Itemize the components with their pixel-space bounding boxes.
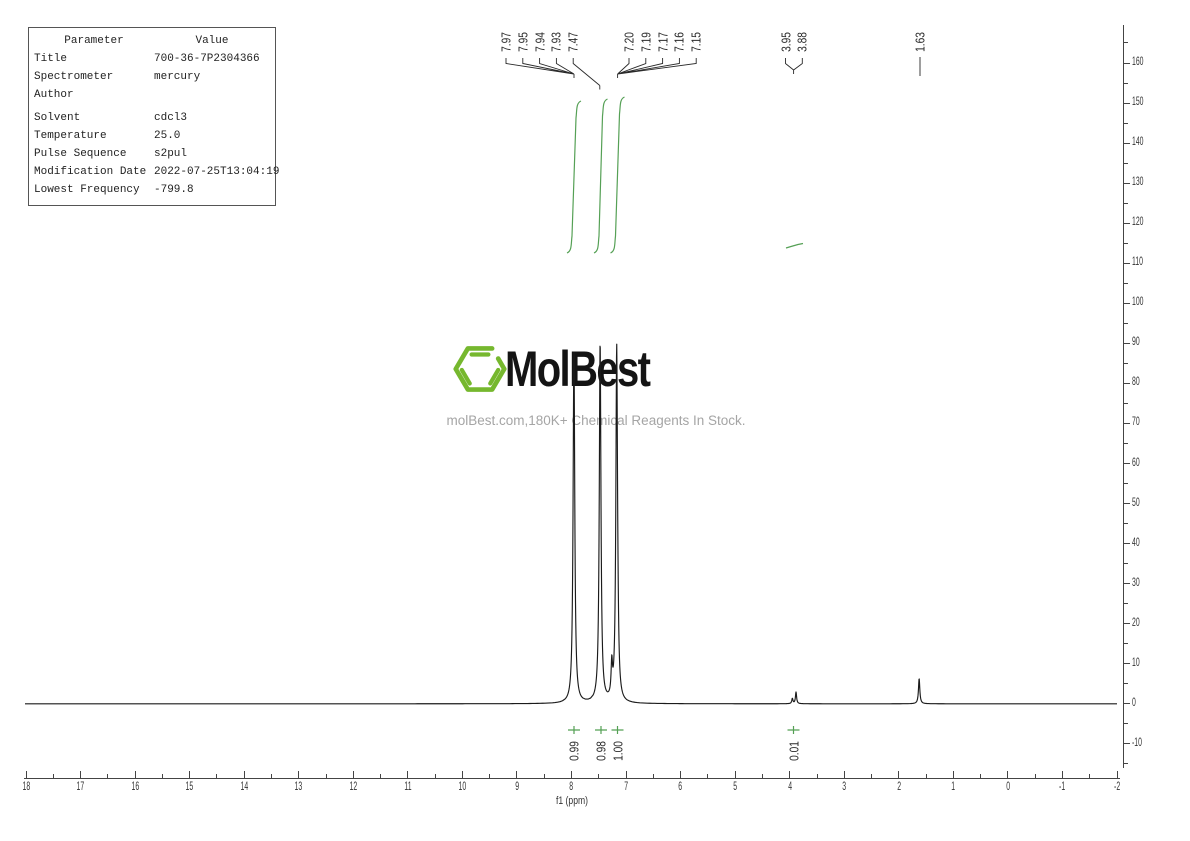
parameter-value: s2pul xyxy=(154,148,188,160)
table-row: Lowest Frequency -799.8 xyxy=(34,181,270,199)
parameter-value: mercury xyxy=(154,71,201,83)
molbest-logo-text: MolBest xyxy=(505,341,651,397)
table-row: Modification Date 2022-07-25T13:04:19 xyxy=(34,163,279,181)
parameter-value: -799.8 xyxy=(154,184,194,196)
integral-curves xyxy=(566,96,804,254)
table-row: Author xyxy=(34,86,270,104)
parameter-value: cdcl3 xyxy=(154,112,188,124)
integral-range-markers xyxy=(568,726,800,734)
parameter-table: Parameter Value Title 700-36-7P2304366 Spe… xyxy=(28,27,279,206)
table-row: Temperature 25.0 xyxy=(34,127,270,145)
table-row: Spectrometer mercury xyxy=(34,68,270,86)
parameter-value: 25.0 xyxy=(154,130,181,142)
parameter-value: 700-36-7P2304366 xyxy=(154,53,260,65)
parameter-name: Modification Date xyxy=(34,166,147,178)
parameter-name: Temperature xyxy=(34,130,107,142)
parameter-value: 2022-07-25T13:04:19 xyxy=(154,166,280,178)
watermark-tagline: molBest.com,180K+ Chemical Reagents In S… xyxy=(446,413,746,428)
value-column-header: Value xyxy=(195,35,229,47)
parameter-table-body: Title 700-36-7P2304366 Spectrometer mercury… xyxy=(34,50,279,199)
peak-label-connectors xyxy=(505,57,921,90)
parameter-name: Pulse Sequence xyxy=(34,148,127,160)
benzene-hexagon-icon xyxy=(453,346,507,392)
parameter-table-header: Parameter Value xyxy=(34,32,270,50)
parameter-name: Solvent xyxy=(34,112,81,124)
parameter-name: Title xyxy=(34,53,68,65)
table-row: Solvent cdcl3 xyxy=(34,109,270,127)
spectrum-trace xyxy=(25,343,1117,705)
table-row: Pulse Sequence s2pul xyxy=(34,145,270,163)
parameter-name: Lowest Frequency xyxy=(34,184,140,196)
molbest-logo xyxy=(451,341,509,402)
parameter-name: Author xyxy=(34,89,74,101)
parameter-column-header: Parameter xyxy=(64,35,124,47)
parameter-name: Spectrometer xyxy=(34,71,114,83)
table-row: Title 700-36-7P2304366 xyxy=(34,50,270,68)
